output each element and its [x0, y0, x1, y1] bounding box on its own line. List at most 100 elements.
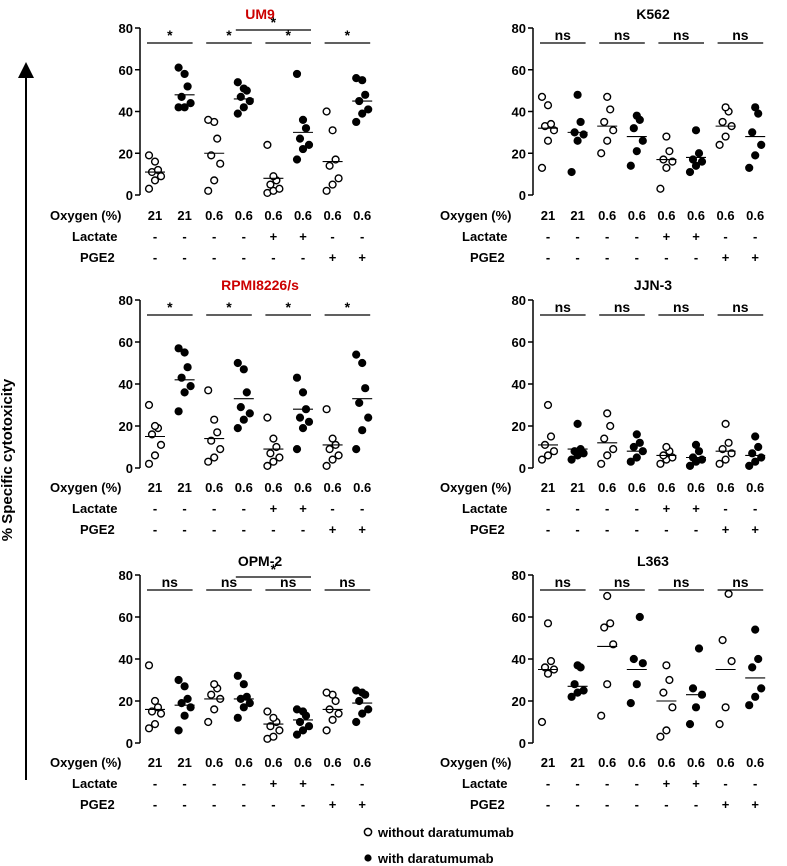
data-point-without-daratumumab [597, 149, 606, 158]
lactate-value: + [270, 501, 278, 516]
oxygen-value: 0.6 [324, 755, 342, 770]
data-point-with-daratumumab [183, 694, 192, 704]
significance-label: ns [280, 574, 297, 590]
oxygen-value: 0.6 [294, 480, 312, 495]
data-point-with-daratumumab [298, 388, 308, 397]
lactate-value: - [605, 501, 609, 516]
significance-label: * [345, 299, 351, 315]
data-point-without-daratumumab [144, 661, 154, 670]
data-point-without-daratumumab [665, 675, 674, 685]
row-label-lactate: Lactate [72, 501, 118, 516]
significance-label: ns [555, 299, 572, 315]
legend-open-marker [363, 827, 373, 837]
data-point-with-daratumumab [691, 126, 701, 135]
data-point-with-daratumumab [180, 388, 189, 397]
data-point-with-daratumumab [180, 711, 189, 720]
significance-label: ns [614, 574, 631, 590]
data-point-without-daratumumab [537, 717, 547, 727]
pge2-value: - [546, 522, 550, 537]
data-point-without-daratumumab [216, 445, 225, 454]
oxygen-value: 0.6 [353, 755, 371, 770]
data-point-without-daratumumab [275, 453, 284, 462]
data-point-without-daratumumab [150, 176, 160, 185]
pge2-value: - [546, 797, 550, 812]
data-point-with-daratumumab [292, 69, 302, 79]
data-point-without-daratumumab [659, 688, 668, 697]
data-point-with-daratumumab [573, 136, 582, 145]
lactate-value: - [605, 776, 609, 791]
data-point-without-daratumumab [275, 184, 284, 193]
pge2-value: - [605, 797, 609, 812]
data-point-with-daratumumab [298, 726, 308, 735]
row-label-oxygen: Oxygen (%) [50, 208, 122, 223]
data-point-with-daratumumab [239, 703, 248, 712]
y-tick-label: 0 [126, 461, 133, 476]
data-point-without-daratumumab [204, 717, 213, 727]
oxygen-value: 21 [541, 480, 555, 495]
lactate-value: - [182, 776, 186, 791]
data-point-without-daratumumab [600, 117, 609, 127]
pge2-value: - [271, 797, 275, 812]
data-point-without-daratumumab [204, 115, 213, 124]
lactate-value: - [575, 501, 579, 516]
lactate-value: - [360, 776, 364, 791]
data-point-with-daratumumab [626, 457, 635, 466]
data-point-with-daratumumab [174, 63, 183, 72]
data-point-without-daratumumab [263, 140, 272, 150]
lactate-value: + [270, 776, 278, 791]
data-point-with-daratumumab [292, 373, 302, 382]
legend-without-label: without daratumumab [377, 825, 514, 840]
pge2-value: + [722, 250, 730, 265]
data-point-with-daratumumab [358, 358, 367, 368]
data-point-with-daratumumab [745, 163, 754, 172]
significance-label: ns [732, 27, 749, 43]
data-point-with-daratumumab [358, 709, 367, 718]
oxygen-value: 0.6 [235, 480, 253, 495]
significance-label: ns [162, 574, 179, 590]
y-tick-label: 40 [512, 377, 526, 392]
data-point-without-daratumumab [656, 732, 665, 741]
data-point-with-daratumumab [352, 73, 361, 83]
lactate-value: - [635, 776, 639, 791]
data-point-with-daratumumab [694, 644, 704, 653]
data-point-with-daratumumab [239, 365, 248, 374]
oxygen-value: 0.6 [235, 208, 253, 223]
data-point-with-daratumumab [573, 419, 582, 429]
lactate-value: - [546, 501, 550, 516]
pge2-value: + [358, 797, 366, 812]
data-point-without-daratumumab [597, 459, 606, 468]
oxygen-value: 0.6 [205, 480, 223, 495]
oxygen-value: 0.6 [353, 480, 371, 495]
data-point-without-daratumumab [543, 669, 553, 678]
data-point-with-daratumumab [632, 430, 641, 439]
row-label-pge2: PGE2 [80, 250, 115, 265]
lactate-value: - [723, 776, 727, 791]
data-point-with-daratumumab [635, 612, 644, 622]
data-point-without-daratumumab [537, 92, 547, 101]
pge2-value: - [212, 522, 216, 537]
lactate-value: - [242, 229, 246, 244]
data-point-without-daratumumab [718, 117, 727, 127]
data-point-with-daratumumab [638, 136, 647, 145]
data-point-without-daratumumab [721, 455, 730, 464]
y-tick-label: 80 [119, 21, 133, 36]
y-tick-label: 20 [119, 419, 133, 434]
data-point-without-daratumumab [609, 445, 618, 454]
data-point-without-daratumumab [721, 132, 730, 141]
pge2-value: - [153, 797, 157, 812]
significance-label: ns [614, 27, 631, 43]
data-point-without-daratumumab [537, 455, 547, 464]
data-point-with-daratumumab [233, 713, 242, 722]
pge2-value: + [751, 250, 759, 265]
y-tick-label: 80 [119, 568, 133, 583]
data-point-without-daratumumab [269, 732, 278, 741]
pge2-value: - [271, 250, 275, 265]
pge2-value: - [575, 250, 579, 265]
data-point-with-daratumumab [364, 705, 373, 714]
data-point-with-daratumumab [691, 440, 701, 450]
data-point-without-daratumumab [724, 438, 733, 447]
oxygen-value: 0.6 [598, 480, 616, 495]
data-point-with-daratumumab [180, 103, 189, 112]
data-point-with-daratumumab [626, 698, 635, 708]
